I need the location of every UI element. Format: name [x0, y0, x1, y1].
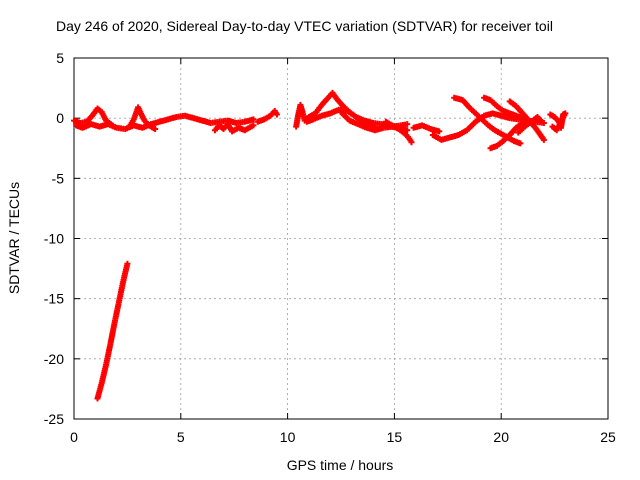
data-point [408, 139, 415, 146]
series-s10 [382, 118, 415, 146]
y-tick-label: 0 [56, 110, 64, 126]
axis-ticks: 0 5 10 15 20 25 5 0 -5 -10 -15 -20 -25 [44, 50, 616, 445]
y-tick-label: -5 [52, 170, 65, 186]
data-points [71, 89, 569, 402]
x-tick-label: 0 [70, 429, 78, 445]
data-point [540, 136, 547, 143]
data-point [404, 127, 411, 134]
data-point [250, 122, 257, 129]
y-tick-label: 5 [56, 50, 64, 66]
series-s11 [410, 122, 443, 135]
series-s18 [547, 110, 569, 134]
series-s13 [451, 94, 524, 147]
chart-title: Day 246 of 2020, Sidereal Day-to-day VTE… [56, 18, 553, 34]
y-tick-label: -15 [44, 291, 64, 307]
series-s17 [515, 113, 545, 136]
x-tick-label: 20 [493, 429, 509, 445]
x-tick-label: 5 [177, 429, 185, 445]
data-point [250, 116, 257, 123]
data-point [152, 125, 159, 132]
x-tick-label: 25 [600, 429, 616, 445]
series-s5 [254, 107, 280, 125]
data-point [517, 140, 524, 147]
y-axis-label: SDTVAR / TECUs [6, 182, 22, 294]
data-point [436, 128, 443, 135]
series-s16 [506, 98, 547, 143]
data-point [273, 111, 280, 118]
series-s4 [211, 121, 257, 135]
y-tick-label: -25 [44, 411, 64, 427]
series-s15 [481, 94, 526, 122]
data-point [404, 121, 411, 128]
y-tick-label: -10 [44, 231, 64, 247]
x-tick-label: 15 [387, 429, 403, 445]
series-s3 [126, 104, 159, 132]
y-tick-label: -20 [44, 351, 64, 367]
series-s6 [94, 260, 131, 402]
x-tick-label: 10 [280, 429, 296, 445]
data-point [538, 118, 545, 125]
data-point [549, 123, 556, 130]
x-axis-label: GPS time / hours [287, 457, 394, 473]
data-point [124, 260, 131, 267]
